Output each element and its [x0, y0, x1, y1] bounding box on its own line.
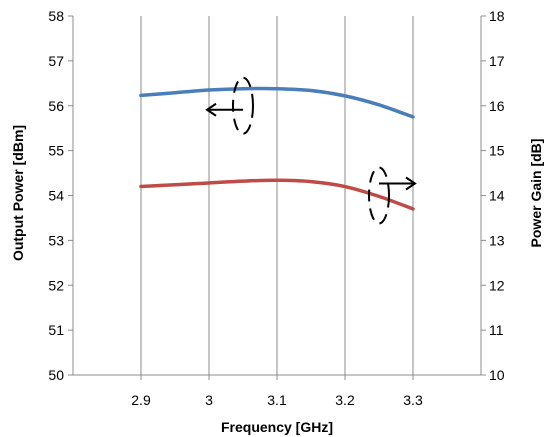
tick-labels: 50 51 52 53 54 55 56 57 58 10 11 12 13 14 15 16 17 18 2.9 3…: [48, 8, 504, 408]
axes: [68, 15, 486, 380]
x-tick-label: 2.9: [131, 392, 151, 408]
y-left-axis-title: Output Power [dBm]: [10, 125, 26, 261]
y-left-tick-label: 58: [48, 8, 64, 24]
y-right-tick-label: 17: [489, 53, 505, 69]
y-left-tick-label: 57: [48, 53, 64, 69]
y-right-tick-label: 12: [489, 277, 505, 293]
output-power-line: [139, 86, 415, 119]
y-left-tick-label: 53: [48, 232, 64, 248]
x-tick-label: 3: [205, 392, 213, 408]
y-right-tick-label: 16: [489, 98, 505, 114]
y-right-tick-label: 14: [489, 188, 505, 204]
x-tick-label: 3.2: [335, 392, 355, 408]
grid-lines: [140, 16, 414, 375]
arrow-right-icon: [405, 176, 417, 191]
y-left-tick-label: 51: [48, 322, 64, 338]
y-left-tick-label: 54: [48, 188, 64, 204]
y-right-tick-label: 13: [489, 232, 505, 248]
y-left-tick-label: 52: [48, 277, 64, 293]
y-right-tick-label: 11: [489, 322, 504, 338]
annotation-dashed-ellipse: [232, 76, 254, 135]
y-left-tick-label: 55: [48, 143, 64, 159]
arrow-left-icon: [205, 102, 217, 117]
y-right-tick-label: 10: [489, 367, 505, 383]
x-tick-label: 3.1: [267, 392, 287, 408]
x-axis-title: Frequency [GHz]: [221, 419, 333, 435]
y-left-tick-label: 56: [48, 98, 64, 114]
annotation-dashed-ellipse: [368, 166, 390, 225]
y-left-tick-label: 50: [48, 367, 64, 383]
y-right-axis-title: Power Gain [dB]: [528, 139, 544, 248]
y-right-tick-label: 18: [489, 8, 505, 24]
annotation-layer: [205, 76, 417, 225]
x-tick-label: 3.3: [403, 392, 423, 408]
y-right-tick-label: 15: [489, 143, 505, 159]
